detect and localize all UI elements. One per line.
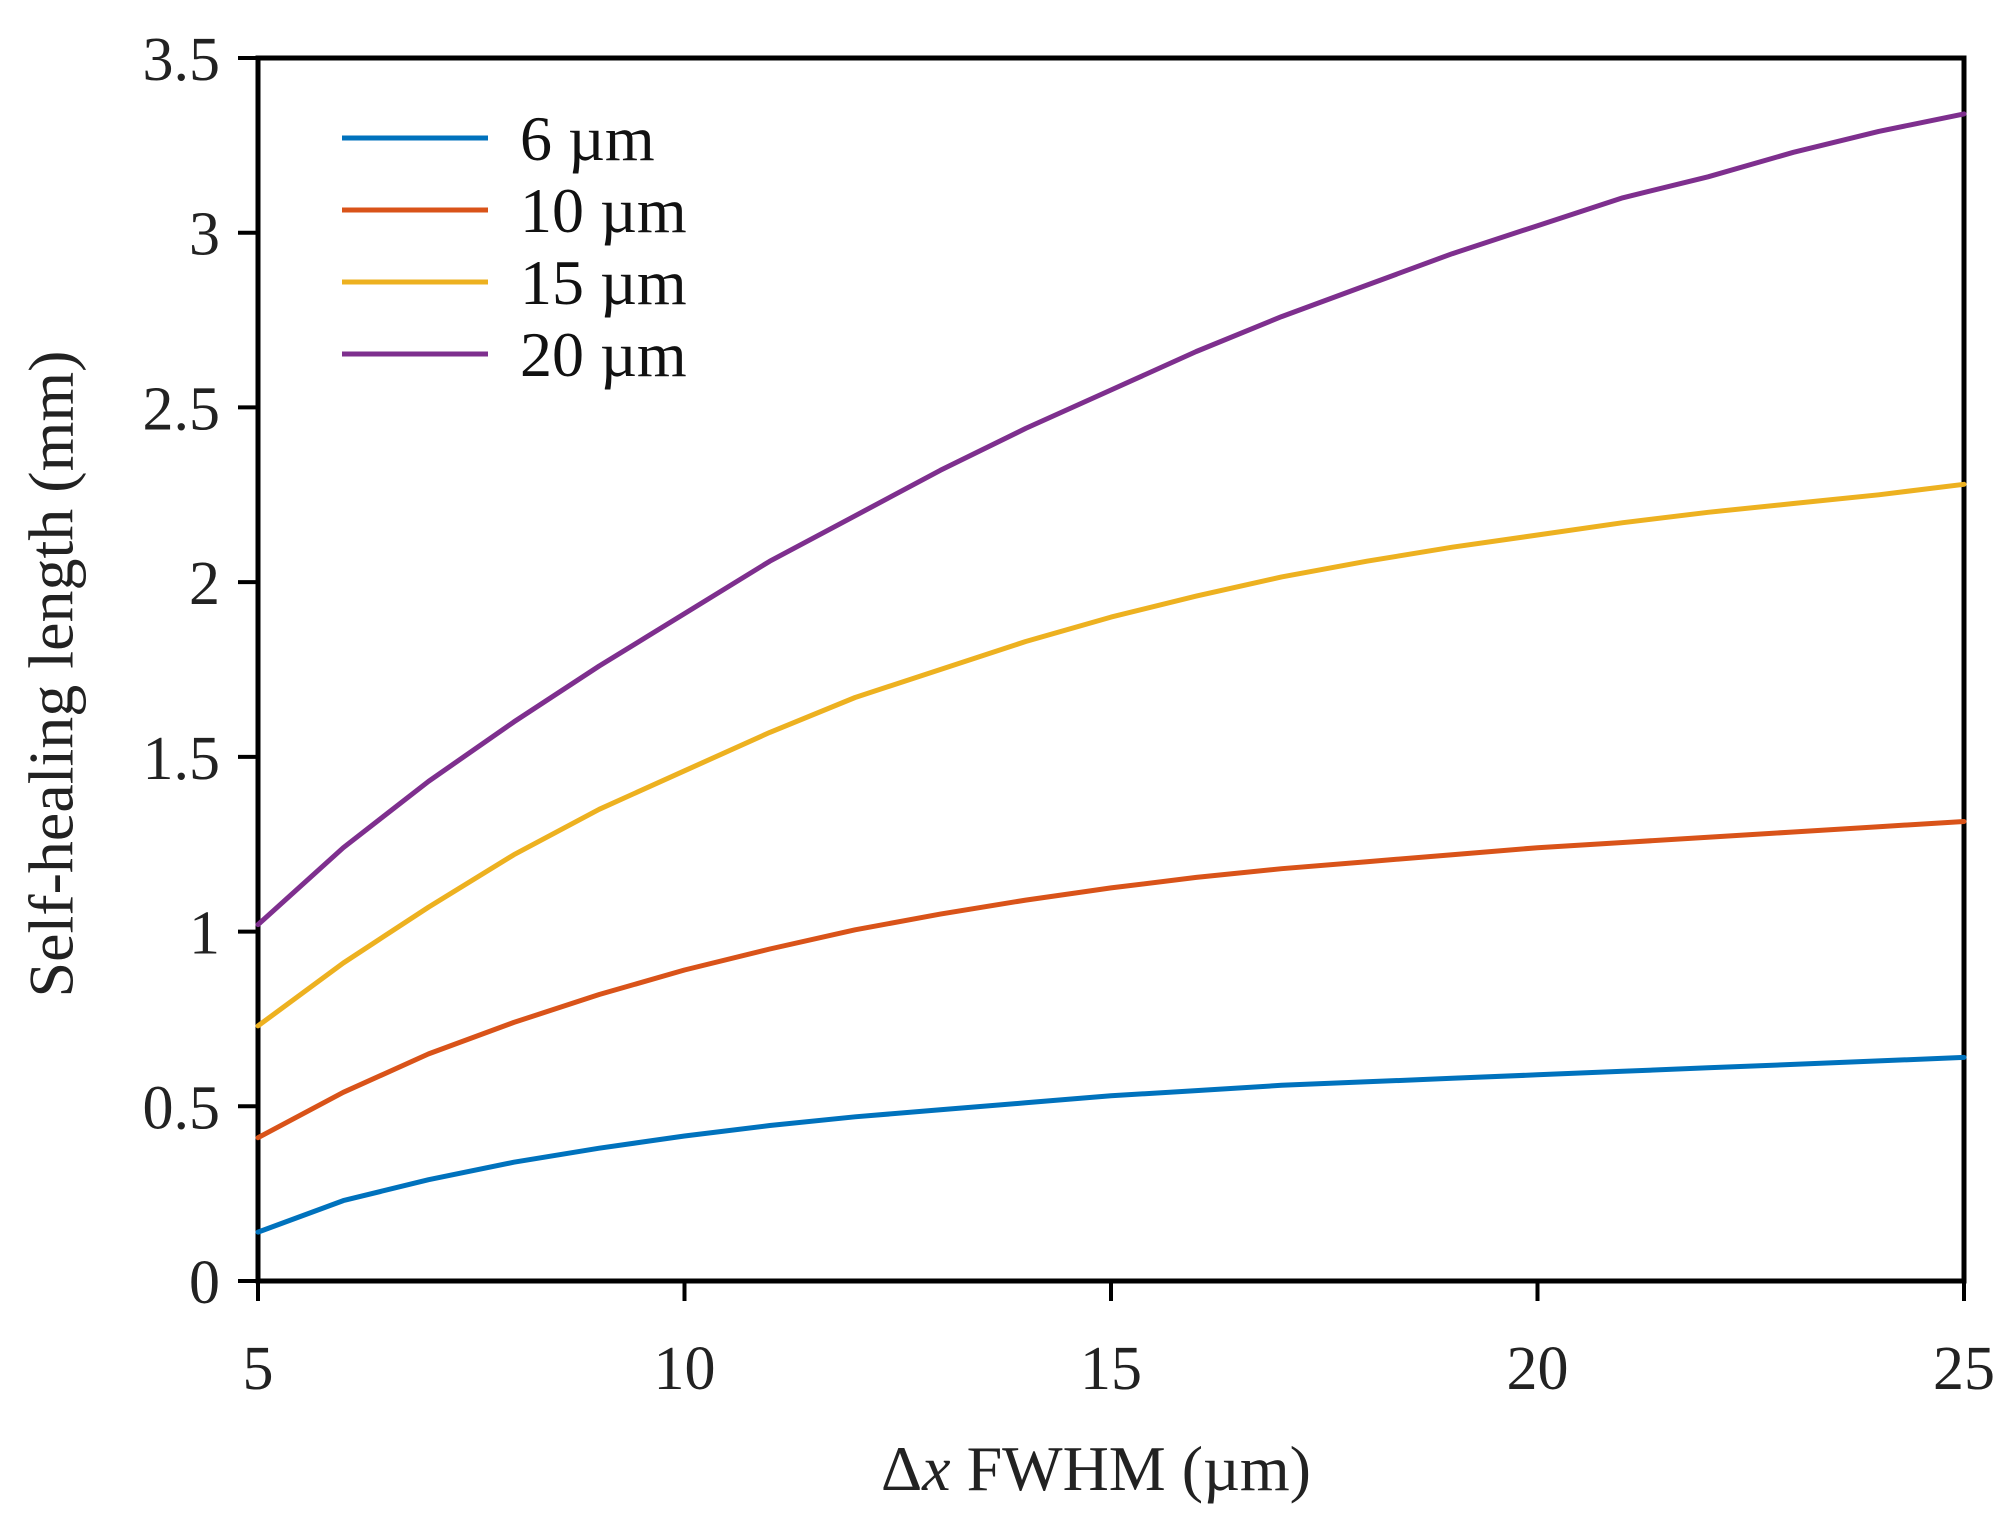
x-axis-label: Δx FWHM (µm)	[881, 1433, 1311, 1504]
y-tick-label: 2	[189, 550, 220, 618]
x-tick-label: 15	[1080, 1335, 1142, 1403]
x-axis-label-unit: FWHM (µm)	[951, 1433, 1311, 1504]
series-layer	[255, 111, 1967, 1235]
y-tick-label: 0.5	[143, 1074, 221, 1142]
y-tick-label: 2.5	[143, 375, 221, 443]
series-line-10-m	[255, 819, 1967, 1141]
series-line-20-m	[255, 111, 1967, 928]
legend-label-10-m: 10 µm	[520, 175, 687, 246]
y-axis-label: Self-healing length (mm)	[16, 351, 87, 998]
legend-label-15-m: 15 µm	[520, 247, 687, 318]
y-tick-label: 3.5	[143, 26, 221, 94]
x-axis-label-variable: x	[921, 1433, 950, 1504]
legend-label-20-m: 20 µm	[520, 319, 687, 390]
x-tick-label: 25	[1933, 1335, 1995, 1403]
y-tick-label: 3	[189, 201, 220, 269]
x-tick-label: 5	[243, 1335, 274, 1403]
x-axis-label-delta: Δ	[881, 1433, 922, 1504]
y-tick-label: 1.5	[143, 725, 221, 793]
legend-label-6-m: 6 µm	[520, 103, 655, 174]
series-line-6-m	[255, 1054, 1967, 1235]
x-tick-label: 10	[654, 1335, 716, 1403]
x-tick-label: 20	[1507, 1335, 1569, 1403]
ticks-layer: 5 10 15 20 25 0 0.5 1 1.5 2 2.5 3 3.5	[143, 26, 1996, 1403]
y-tick-label: 1	[189, 900, 220, 968]
series-line-15-m	[255, 481, 1967, 1029]
y-tick-label: 0	[189, 1249, 220, 1317]
